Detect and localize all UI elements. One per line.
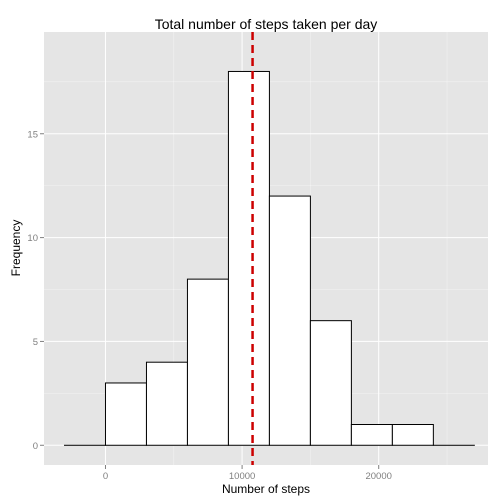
x-axis-title: Number of steps xyxy=(222,482,310,496)
histogram-bar xyxy=(391,424,434,446)
histogram-bar xyxy=(268,195,311,446)
y-tick-label: 0 xyxy=(33,441,38,452)
histogram-bar xyxy=(227,70,270,446)
chart-title: Total number of steps taken per day xyxy=(155,16,378,32)
x-tick-label: 20000 xyxy=(365,471,391,482)
histogram-bars xyxy=(63,70,475,446)
x-axis-ticks: 0 10000 20000 xyxy=(103,465,392,482)
histogram-bar xyxy=(350,424,393,446)
y-axis-title: Frequency xyxy=(9,220,23,277)
histogram-bar xyxy=(145,361,188,446)
x-tick-label: 0 xyxy=(103,471,108,482)
histogram-bar xyxy=(186,278,229,446)
x-tick-label: 10000 xyxy=(229,471,255,482)
y-tick-label: 15 xyxy=(27,129,38,140)
y-tick-label: 5 xyxy=(33,337,38,348)
y-tick-label: 10 xyxy=(27,233,38,244)
y-axis-ticks: 0 5 10 15 xyxy=(27,129,44,452)
histogram-bar xyxy=(309,320,352,446)
histogram-bar xyxy=(104,382,147,446)
